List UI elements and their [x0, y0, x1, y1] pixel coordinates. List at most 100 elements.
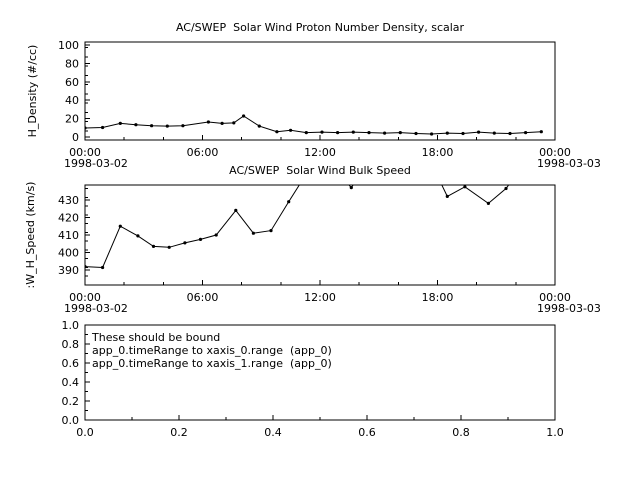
- data-marker: [198, 237, 203, 241]
- data-marker: [234, 208, 238, 212]
- x-tick-label: 12:00: [304, 146, 336, 159]
- data-marker: [269, 229, 273, 233]
- x-tick-label: 18:00: [422, 146, 454, 159]
- data-marker: [85, 265, 87, 269]
- data-marker: [530, 158, 533, 161]
- data-marker: [445, 131, 449, 135]
- data-marker: [518, 169, 521, 172]
- data-marker: [289, 128, 293, 132]
- data-marker: [524, 131, 528, 135]
- x-tick-label: 0.0: [76, 426, 94, 439]
- plot-title: AC/SWEP Solar Wind Proton Number Density…: [176, 21, 465, 34]
- data-marker: [151, 244, 156, 248]
- data-marker: [118, 121, 122, 125]
- data-marker: [383, 131, 387, 135]
- data-marker: [251, 231, 255, 235]
- data-marker: [165, 124, 169, 128]
- x-tick-label: 06:00: [187, 146, 219, 159]
- data-marker: [486, 201, 490, 205]
- x-tick-label: 00:00: [69, 291, 101, 304]
- data-marker: [351, 130, 355, 134]
- date-left: 1998-03-02: [64, 302, 128, 315]
- x-tick-label: 12:00: [304, 291, 336, 304]
- data-marker: [220, 121, 224, 125]
- data-marker: [398, 131, 402, 135]
- y-tick-label: 20: [65, 113, 79, 126]
- data-marker: [367, 131, 371, 135]
- speed-plot: 00:00 06:00 12:00 18:00 00:00 390 400 410 420 430…: [24, 158, 601, 315]
- data-marker: [539, 130, 543, 134]
- y-tick-label: 1.0: [62, 319, 80, 332]
- annotation-line: app_0.timeRange to xaxis_0.range (app_0): [92, 344, 332, 357]
- density-plot: 00:00 06:00 12:00 18:00 00:00 0 20 40 60 80 100 AC/…: [26, 21, 601, 170]
- y-axis-label: H_Density (#/cc): [26, 45, 39, 138]
- x-tick-label: 0.4: [264, 426, 282, 439]
- data-marker: [463, 185, 467, 189]
- data-marker: [349, 186, 353, 190]
- data-marker: [318, 160, 321, 163]
- data-marker: [134, 123, 138, 127]
- data-marker: [214, 233, 218, 237]
- data-marker: [504, 186, 508, 191]
- y-tick-label: 410: [58, 229, 79, 242]
- data-marker: [136, 234, 140, 238]
- y-tick-label: 420: [58, 211, 79, 224]
- data-marker: [304, 131, 308, 135]
- data-marker: [414, 131, 418, 136]
- data-marker: [101, 265, 105, 270]
- x-tick-label: 0.8: [452, 426, 470, 439]
- data-marker: [336, 131, 340, 135]
- data-marker: [257, 124, 261, 128]
- y-tick-label: 430: [58, 194, 79, 207]
- y-tick-label: 0.0: [62, 414, 80, 427]
- y-axis-label: :W_H_Speed (km/s): [24, 182, 37, 289]
- annotation-line: These should be bound: [91, 331, 220, 344]
- y-tick-label: 40: [65, 94, 79, 107]
- x-tick-label: 00:00: [69, 146, 101, 159]
- data-marker: [206, 120, 210, 124]
- empty-plot: 0.0 0.2 0.4 0.6 0.8 1.0 0.0 0.2 0.4 0.6 0.8 1.0 Thes…: [62, 319, 564, 439]
- data-marker: [287, 200, 291, 204]
- plot-area[interactable]: [84, 41, 556, 141]
- plot-area[interactable]: [84, 184, 556, 286]
- y-tick-label: 0.8: [62, 338, 80, 351]
- date-left: 1998-03-02: [64, 157, 128, 170]
- y-tick-label: 400: [58, 247, 79, 260]
- data-marker: [101, 125, 105, 130]
- data-marker: [508, 131, 512, 136]
- data-marker: [461, 131, 465, 136]
- x-tick-label: 00:00: [539, 146, 571, 159]
- annotation-line: app_0.timeRange to xaxis_1.range (app_0): [92, 357, 332, 370]
- speed-trace[interactable]: [85, 160, 532, 269]
- data-marker: [373, 158, 376, 161]
- y-tick-label: 80: [65, 57, 79, 70]
- x-tick-label: 18:00: [422, 291, 454, 304]
- date-right: 1998-03-03: [537, 302, 601, 315]
- data-marker: [85, 126, 87, 130]
- data-marker: [320, 130, 324, 134]
- plot-area[interactable]: [84, 324, 556, 421]
- data-marker: [275, 130, 279, 134]
- data-marker: [492, 131, 496, 135]
- y-tick-label: 0.4: [62, 376, 80, 389]
- plot-title: AC/SWEP Solar Wind Bulk Speed: [229, 164, 411, 177]
- x-tick-label: 00:00: [539, 291, 571, 304]
- data-marker: [242, 114, 246, 118]
- y-tick-label: 0.2: [62, 395, 80, 408]
- data-marker: [232, 121, 236, 125]
- x-tick-label: 0.6: [358, 426, 376, 439]
- data-marker: [118, 224, 122, 228]
- x-tick-label: 06:00: [187, 291, 219, 304]
- y-tick-label: 60: [65, 76, 79, 89]
- y-tick-label: 390: [58, 264, 79, 277]
- x-tick-label: 1.0: [546, 426, 564, 439]
- data-marker: [167, 245, 171, 249]
- data-marker: [183, 241, 187, 245]
- density-trace[interactable]: [85, 115, 542, 135]
- data-marker: [150, 124, 154, 128]
- x-tick-label: 0.2: [170, 426, 188, 439]
- data-marker: [181, 124, 185, 128]
- y-tick-label: 0: [72, 131, 79, 144]
